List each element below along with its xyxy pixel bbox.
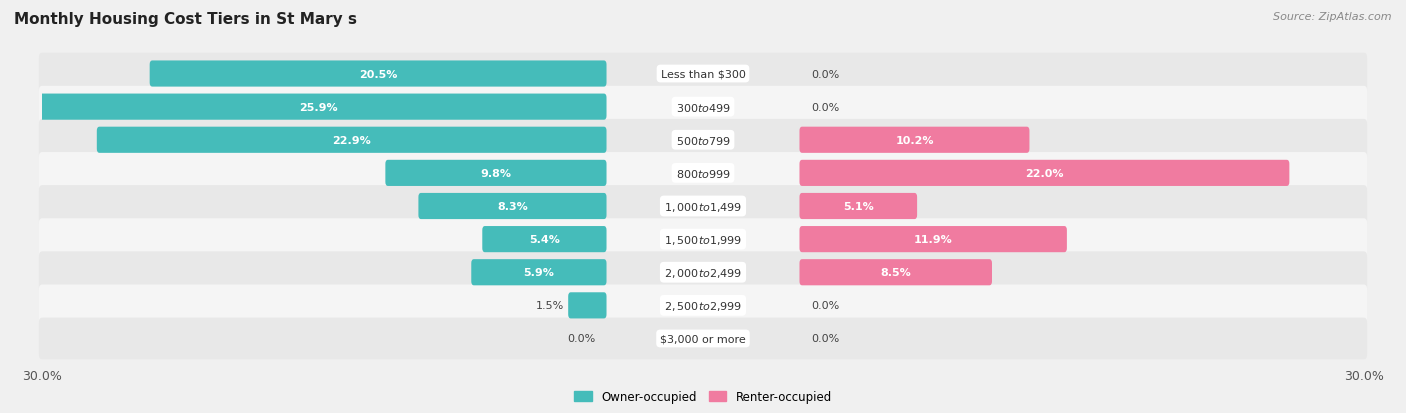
FancyBboxPatch shape [31,94,606,121]
Text: $2,500 to $2,999: $2,500 to $2,999 [664,299,742,312]
Text: 0.0%: 0.0% [567,334,595,344]
Text: 22.9%: 22.9% [332,135,371,145]
Text: 20.5%: 20.5% [359,69,398,79]
Text: Monthly Housing Cost Tiers in St Mary s: Monthly Housing Cost Tiers in St Mary s [14,12,357,27]
Text: 0.0%: 0.0% [811,334,839,344]
Text: Source: ZipAtlas.com: Source: ZipAtlas.com [1274,12,1392,22]
FancyBboxPatch shape [39,186,1367,227]
Text: $3,000 or more: $3,000 or more [661,334,745,344]
Text: 0.0%: 0.0% [811,301,839,311]
FancyBboxPatch shape [800,160,1289,187]
FancyBboxPatch shape [568,292,606,319]
Text: Less than $300: Less than $300 [661,69,745,79]
FancyBboxPatch shape [800,259,993,286]
Text: 5.9%: 5.9% [523,268,554,278]
Text: 5.4%: 5.4% [529,235,560,244]
Text: 25.9%: 25.9% [299,102,337,112]
Text: 1.5%: 1.5% [536,301,564,311]
FancyBboxPatch shape [482,226,606,253]
Text: 0.0%: 0.0% [811,102,839,112]
Text: 10.2%: 10.2% [896,135,934,145]
Text: 5.1%: 5.1% [844,202,873,211]
FancyBboxPatch shape [800,193,917,220]
Text: $1,500 to $1,999: $1,500 to $1,999 [664,233,742,246]
FancyBboxPatch shape [39,120,1367,161]
Text: 9.8%: 9.8% [481,169,512,178]
FancyBboxPatch shape [800,226,1067,253]
Legend: Owner-occupied, Renter-occupied: Owner-occupied, Renter-occupied [569,385,837,408]
Text: 8.3%: 8.3% [498,202,527,211]
Text: 8.5%: 8.5% [880,268,911,278]
FancyBboxPatch shape [39,285,1367,326]
FancyBboxPatch shape [385,160,606,187]
Text: $800 to $999: $800 to $999 [675,168,731,179]
FancyBboxPatch shape [39,153,1367,194]
Text: $1,000 to $1,499: $1,000 to $1,499 [664,200,742,213]
FancyBboxPatch shape [471,259,606,286]
FancyBboxPatch shape [39,87,1367,128]
Text: $2,000 to $2,499: $2,000 to $2,499 [664,266,742,279]
FancyBboxPatch shape [97,127,606,154]
FancyBboxPatch shape [149,61,606,88]
FancyBboxPatch shape [419,193,606,220]
FancyBboxPatch shape [39,219,1367,260]
Text: 22.0%: 22.0% [1025,169,1064,178]
FancyBboxPatch shape [800,127,1029,154]
FancyBboxPatch shape [39,318,1367,359]
FancyBboxPatch shape [39,54,1367,95]
Text: $500 to $799: $500 to $799 [675,135,731,146]
Text: 0.0%: 0.0% [811,69,839,79]
Text: 11.9%: 11.9% [914,235,952,244]
FancyBboxPatch shape [39,252,1367,293]
Text: $300 to $499: $300 to $499 [675,102,731,113]
